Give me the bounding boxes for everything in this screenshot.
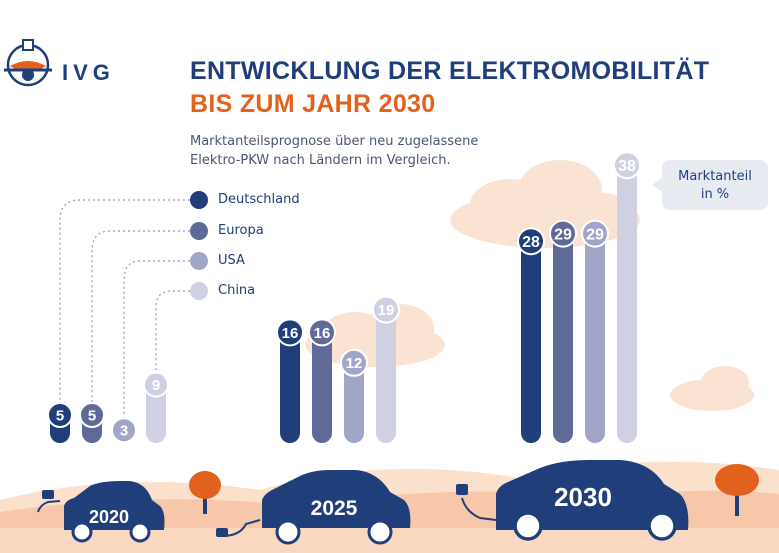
legend-label-deutschland: Deutschland (218, 192, 300, 207)
ivg-logo-icon (4, 39, 52, 87)
bar-china-2025 (376, 298, 396, 443)
bar-deutschland-2025 (280, 321, 300, 443)
value-badge-china-2025 (372, 295, 400, 324)
value-badge-deutschland-2025 (276, 318, 304, 347)
unit-label: Marktanteil in % (678, 169, 752, 202)
car-2030-icon (456, 460, 689, 541)
value-badge-deutschland-2030 (517, 227, 545, 256)
bar-europa-2025 (312, 321, 332, 443)
data-label-europa-2025: 16 (314, 325, 331, 342)
data-label-deutschland-2020: 5 (56, 407, 64, 424)
logo-text: IVG (62, 60, 115, 85)
car-2020-icon (37, 481, 165, 543)
legend-dot-deutschland (190, 191, 208, 209)
data-label-china-2020: 9 (152, 377, 160, 394)
data-label-usa-2020: 3 (120, 423, 128, 440)
data-label-usa-2025: 12 (346, 355, 363, 372)
bar-usa-2030 (585, 222, 605, 443)
data-label-europa-2030: 29 (554, 226, 572, 243)
value-badge-europa-2025 (308, 318, 336, 347)
data-label-china-2025: 19 (378, 302, 395, 319)
unit-bubble (662, 160, 768, 210)
data-label-europa-2020: 5 (88, 407, 96, 424)
page-title-highlight: BIS ZUM JAHR 2030 (190, 90, 436, 118)
value-badge-china-2020 (143, 371, 169, 398)
data-label-deutschland-2025: 16 (282, 325, 299, 342)
legend-label-usa: USA (218, 253, 245, 268)
legend-dot-china (190, 282, 208, 300)
page-title: ENTWICKLUNG DER ELEKTROMOBILITÄT (190, 57, 710, 85)
data-label-china-2030: 38 (618, 158, 636, 175)
legend-dot-usa (190, 252, 208, 270)
category-label-2030: 2030 (554, 482, 612, 512)
chart-bars: 5 5 3 9 16 16 12 19 28 29 29 38 (47, 151, 641, 444)
legend-connectors (59, 199, 190, 420)
data-label-deutschland-2030: 28 (522, 234, 540, 251)
bar-deutschland-2030 (521, 230, 541, 443)
value-badge-china-2030 (613, 151, 641, 180)
value-badge-usa-2030 (581, 219, 609, 248)
legend-label-europa: Europa (218, 223, 264, 238)
legend-label-china: China (218, 283, 256, 298)
tree-icon (715, 464, 759, 516)
legend-dot-europa (190, 222, 208, 240)
data-label-usa-2030: 29 (586, 226, 604, 243)
subtitle: Marktanteilsprognose über neu zugelassen… (190, 134, 479, 168)
value-badge-usa-2025 (340, 348, 368, 377)
value-badge-usa-2020 (111, 417, 137, 444)
value-badge-deutschland-2020 (47, 402, 73, 428)
unit-bubble-tail (652, 178, 662, 192)
bar-china-2030 (617, 154, 637, 443)
bar-europa-2030 (553, 222, 573, 443)
value-badge-europa-2020 (79, 402, 105, 428)
category-label-2020: 2020 (89, 507, 129, 527)
car-2025-icon (216, 470, 411, 545)
category-label-2025: 2025 (311, 497, 358, 520)
value-badge-europa-2030 (549, 219, 577, 248)
tree-icon (189, 471, 221, 514)
